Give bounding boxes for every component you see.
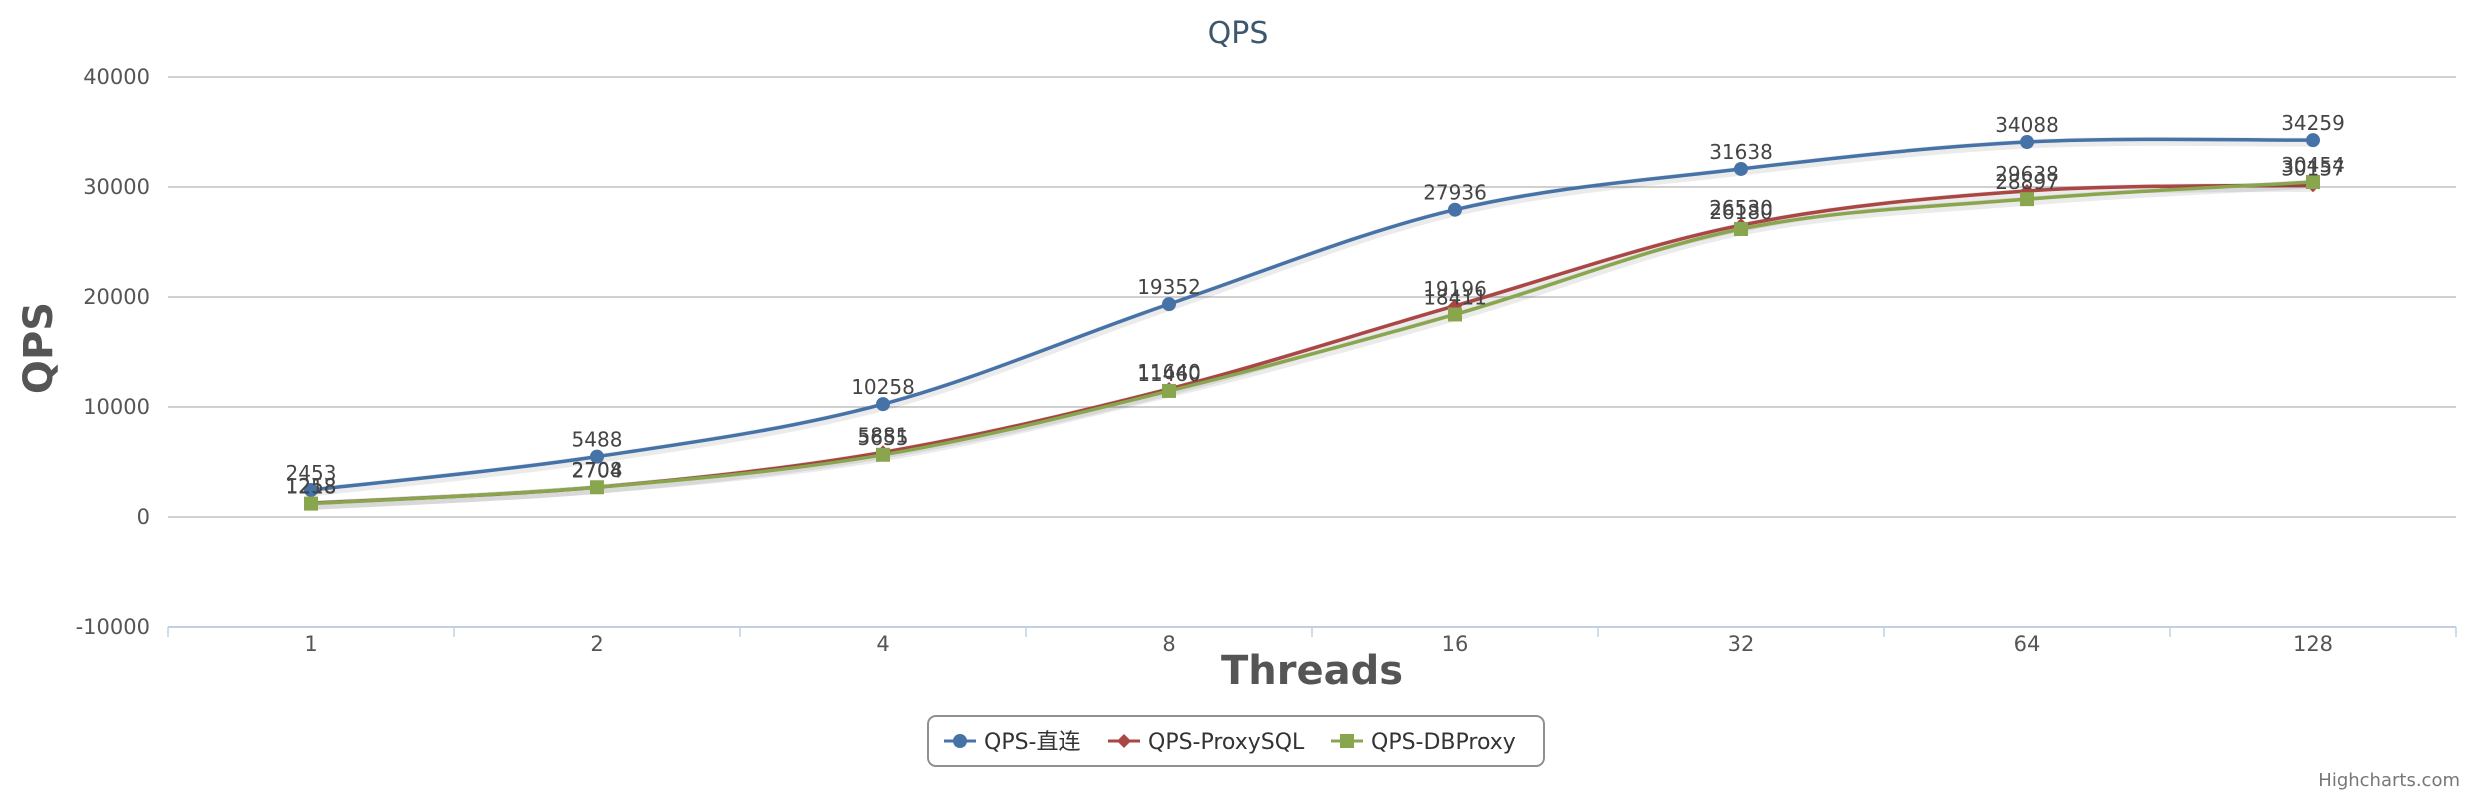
data-point[interactable] (1448, 202, 1462, 217)
data-point[interactable] (304, 483, 318, 498)
x-tick-label: 1 (304, 632, 317, 656)
data-point[interactable] (590, 449, 604, 464)
y-tick-label: 10000 (83, 395, 150, 419)
data-point[interactable] (1734, 222, 1748, 237)
y-axis-ticks: 40000 30000 20000 10000 0 -10000 (76, 65, 150, 639)
series-line-shadow (311, 136, 2315, 497)
data-label: 2708 (572, 458, 623, 482)
data-label: 2704 (572, 458, 623, 482)
data-label: 26530 (1709, 196, 1773, 220)
y-tick-label: 30000 (83, 175, 150, 199)
data-label: 5655 (858, 426, 909, 450)
legend-item[interactable]: QPS-直连 (944, 730, 1081, 755)
series-line-shadow (311, 182, 2315, 510)
data-labels: 2453 5488 10258 19352 27936 31638 34088 34259 12… (286, 111, 2345, 498)
legend-item[interactable]: QPS-DBProxy (1331, 730, 1516, 755)
data-point[interactable] (304, 496, 318, 511)
data-label: 10258 (851, 375, 915, 399)
data-label: 19196 (1423, 277, 1487, 301)
x-tick-label: 16 (1442, 632, 1469, 656)
data-label: 5488 (572, 428, 623, 452)
series-2 (304, 175, 2320, 511)
data-label: 28897 (1995, 170, 2059, 194)
data-point[interactable] (590, 480, 604, 495)
x-tick-label: 8 (1162, 632, 1175, 656)
data-point[interactable] (1734, 161, 1748, 176)
data-label: 34088 (1995, 113, 2059, 137)
y-tick-label: 40000 (83, 65, 150, 89)
series-line-shadow (311, 179, 2315, 511)
data-label: 29638 (1995, 162, 2059, 186)
legend: QPS-直连 QPS-ProxySQL QPS-DBProxy (927, 715, 1545, 767)
data-point[interactable] (2020, 192, 2034, 207)
x-tick-label: 64 (2014, 632, 2041, 656)
chart-title: QPS (1208, 16, 1269, 51)
data-label: 31638 (1709, 140, 1773, 164)
data-label: 18411 (1423, 285, 1487, 309)
legend-item[interactable]: QPS-ProxySQL (1108, 730, 1305, 755)
data-point[interactable] (1162, 383, 1176, 398)
data-label: 30454 (2281, 153, 2345, 177)
data-label: 27936 (1423, 181, 1487, 205)
data-label: 1258 (286, 474, 337, 498)
data-point[interactable] (876, 447, 890, 462)
data-point[interactable] (1162, 297, 1176, 312)
x-tick-label: 4 (876, 632, 889, 656)
y-tick-label: 0 (137, 505, 150, 529)
y-tick-label: 20000 (83, 285, 150, 309)
x-tick-label: 128 (2293, 632, 2333, 656)
y-axis-title: QPS (16, 302, 62, 394)
data-label: 30157 (2281, 156, 2345, 180)
x-tick-label: 2 (590, 632, 603, 656)
data-label: 11640 (1137, 360, 1201, 384)
data-label: 34259 (2281, 111, 2345, 135)
legend-label: QPS-DBProxy (1371, 730, 1516, 755)
data-point[interactable] (2306, 175, 2320, 190)
legend-label: QPS-直连 (984, 730, 1081, 755)
data-label: 19352 (1137, 275, 1201, 299)
credits[interactable]: Highcharts.com (2318, 770, 2460, 791)
data-label: 2453 (286, 461, 337, 485)
data-point[interactable] (2306, 133, 2320, 148)
data-point[interactable] (876, 397, 890, 412)
legend-marker[interactable] (953, 734, 967, 748)
x-tick-label: 32 (1728, 632, 1755, 656)
y-tick-label: -10000 (76, 615, 150, 639)
legend-marker[interactable] (1340, 734, 1354, 748)
series-line[interactable] (310, 180, 2314, 506)
data-point[interactable] (1448, 307, 1462, 322)
data-label: 26180 (1709, 200, 1773, 224)
legend-marker[interactable] (1117, 734, 1131, 748)
data-label: 5881 (858, 423, 909, 447)
series-group (304, 133, 2320, 511)
legend-label: QPS-ProxySQL (1148, 730, 1305, 755)
data-label: 11460 (1137, 362, 1201, 386)
data-point[interactable] (2020, 135, 2034, 150)
series-line[interactable] (310, 137, 2314, 492)
x-axis: 1 2 4 8 16 32 64 128 (167, 626, 2457, 656)
x-axis-title: Threads (1221, 648, 1403, 694)
data-label: 1218 (286, 475, 337, 499)
series-0 (304, 133, 2320, 498)
legend-box (927, 715, 1545, 767)
